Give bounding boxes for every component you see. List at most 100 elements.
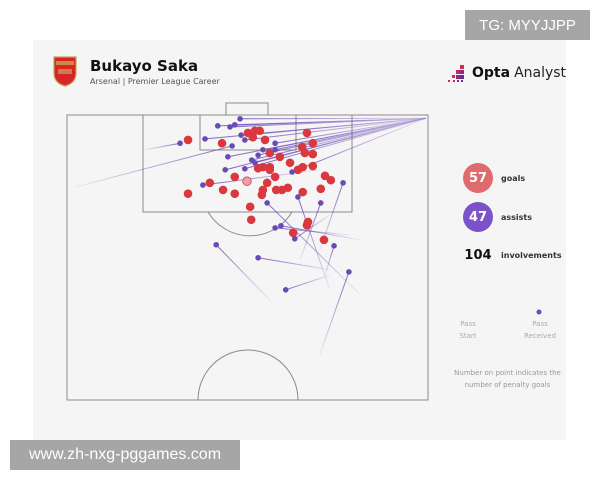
- assist-received-point: [272, 146, 278, 153]
- assist-received-point: [272, 140, 278, 147]
- assist-received-point: [213, 241, 219, 248]
- brand-bold: Opta: [472, 65, 511, 81]
- goal-point: [230, 189, 240, 199]
- assist-received-point: [295, 194, 301, 200]
- goal-point: [283, 183, 293, 193]
- assist-pass-line: [275, 117, 426, 144]
- assist-received-point: [238, 132, 244, 138]
- goal-point: [275, 152, 285, 162]
- assist-received-point: [255, 152, 261, 158]
- goal-point: [265, 165, 275, 175]
- goal-point: [218, 185, 228, 195]
- graphic-card: [33, 40, 566, 440]
- assist-pass-line: [202, 169, 320, 186]
- goal-point: [271, 185, 281, 195]
- assist-received-point: [264, 200, 270, 206]
- assist-received-point: [331, 243, 337, 249]
- penalty-arc: [207, 211, 293, 237]
- legend-pass-start: Pass Start: [459, 320, 477, 340]
- involvements-count: 104: [464, 248, 492, 263]
- assist-pass-line: [266, 202, 361, 296]
- goal-point: [260, 135, 270, 145]
- assist-pass-line: [297, 196, 331, 290]
- pitch-outline: [66, 114, 429, 401]
- goal-point: [285, 158, 295, 168]
- goal-point: [205, 178, 215, 188]
- brand-light: Analyst: [514, 65, 567, 81]
- goal-point: [250, 126, 260, 136]
- goal-point: [302, 128, 312, 138]
- arsenal-crest-icon: [53, 56, 77, 87]
- legend-pass-received: Pass Received: [524, 320, 556, 340]
- assist-received-point: [272, 225, 278, 231]
- assist-received-point: [255, 254, 261, 261]
- goal-point: [183, 189, 193, 199]
- goals-stat: 57 goals: [463, 163, 525, 193]
- assist-pass-line: [244, 117, 427, 170]
- assists-count: 47: [463, 202, 493, 232]
- goal-point: [183, 135, 193, 145]
- assist-received-point: [289, 169, 295, 175]
- subtitle: Arsenal | Premier League Career: [90, 77, 220, 86]
- center-circle: [197, 349, 299, 401]
- assist-received-point: [340, 180, 346, 186]
- goal: [225, 102, 269, 116]
- assists-stat: 47 assists: [463, 202, 532, 232]
- assist-received-point: [227, 124, 233, 130]
- goal-point: [298, 187, 308, 197]
- goal-point: [230, 172, 240, 182]
- goal-point: [302, 220, 312, 230]
- goal-point: [217, 138, 227, 148]
- assist-received-point: [317, 200, 324, 206]
- assist-received-point: [278, 222, 284, 229]
- assist-pass-line: [319, 271, 350, 356]
- pass-legend-line: [467, 309, 542, 315]
- goals-count: 57: [463, 163, 493, 193]
- goal-point: [258, 162, 268, 172]
- assist-pass-line: [234, 117, 426, 126]
- involvements-stat: 104 involvements: [463, 248, 562, 263]
- assist-received-point: [248, 157, 255, 163]
- assist-pass-line: [241, 117, 426, 136]
- assist-pass-line: [144, 142, 181, 151]
- watermark-bottom-left: www.zh-nxg-pggames.com: [10, 440, 240, 470]
- penalty-note: Number on point indicates the number of …: [454, 369, 561, 389]
- goal-point: [257, 190, 267, 200]
- goal-point: [316, 184, 326, 194]
- assist-pass-line: [225, 117, 427, 171]
- involvements-label: involvements: [501, 251, 562, 260]
- assist-received-point: [242, 165, 248, 172]
- goal-point: [288, 228, 298, 238]
- goals-label: goals: [501, 173, 526, 183]
- pass-received-dot: [536, 309, 542, 315]
- player-name: Bukayo Saka: [90, 57, 199, 75]
- assist-pass-line: [258, 257, 330, 271]
- assist-received-point: [222, 167, 229, 173]
- assist-received-point: [177, 140, 183, 147]
- assist-received-point: [282, 287, 289, 293]
- assist-pass-line: [285, 274, 330, 291]
- goal-point: [262, 178, 272, 188]
- assist-received-point: [242, 137, 248, 143]
- assist-pass-line: [324, 245, 335, 276]
- assist-pass-line: [262, 117, 426, 151]
- goal-point: [308, 161, 318, 171]
- assist-pass-line: [244, 117, 426, 141]
- assists-label: assists: [501, 212, 533, 222]
- assist-pass-line: [74, 145, 233, 188]
- assist-pass-line: [258, 117, 426, 156]
- goal-point: [270, 172, 280, 182]
- goal-point: [298, 162, 308, 172]
- goal-point: [248, 132, 258, 142]
- penalty-goal-point: [242, 176, 252, 186]
- goal-point: [308, 149, 318, 159]
- assist-pass-line: [280, 225, 361, 241]
- assist-received-point: [237, 116, 243, 122]
- assist-received-point: [200, 182, 206, 188]
- goal-point: [319, 235, 329, 245]
- goal-point: [326, 175, 336, 185]
- opta-analyst-logo: Opta Analyst: [448, 64, 566, 82]
- assist-pass-line: [240, 117, 426, 120]
- goal-point: [308, 138, 318, 148]
